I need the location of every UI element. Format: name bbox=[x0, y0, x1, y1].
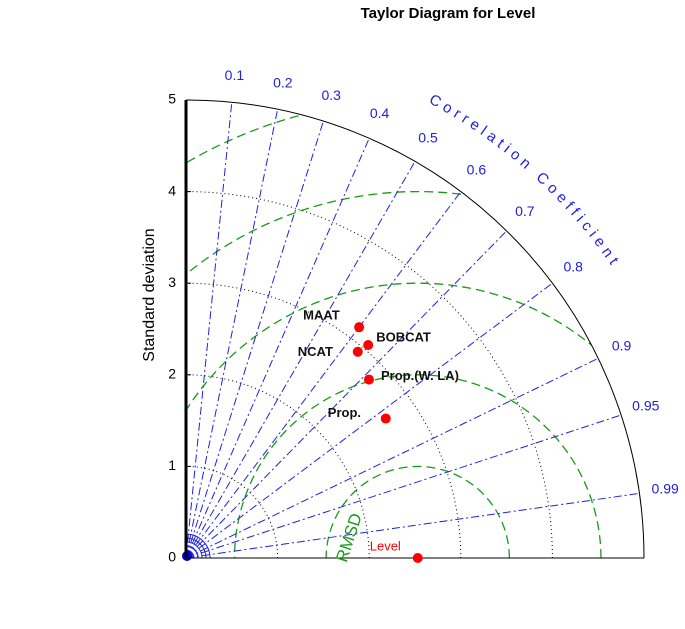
model-label: Prop.(W. LA) bbox=[381, 368, 459, 383]
y-tick-label: 1 bbox=[168, 457, 176, 473]
corr-tick-label: 0.2 bbox=[273, 74, 293, 90]
model-point bbox=[352, 346, 363, 357]
model-label: Prop. bbox=[328, 405, 361, 420]
corr-tick-label: 0.8 bbox=[563, 258, 583, 274]
corr-tick-label: 0.3 bbox=[321, 87, 341, 103]
corr-line bbox=[185, 191, 462, 559]
chart-title: Taylor Diagram for Level bbox=[361, 5, 536, 22]
corr-line bbox=[185, 120, 324, 559]
corr-tick-label: 0.6 bbox=[467, 162, 487, 178]
corr-tick-label: 0.5 bbox=[418, 130, 438, 146]
corr-line bbox=[185, 357, 599, 559]
model-point bbox=[354, 322, 365, 333]
rmsd-label: RMSD bbox=[332, 511, 366, 564]
plot: 0 1 2 3 4 5 0.1 0.2 0.3 0.4 0.5 0.6 0.7 0.8 0.9 0.95 0.9… bbox=[168, 67, 679, 565]
corr-line bbox=[185, 109, 279, 559]
model-label: BOBCAT bbox=[376, 329, 431, 344]
corr-axis-label-text: Correlation Coefficient bbox=[426, 91, 620, 271]
corr-tick-label: 0.99 bbox=[652, 480, 679, 496]
model-label: NCAT bbox=[298, 344, 333, 359]
corr-line bbox=[185, 282, 553, 559]
y-tick-label: 3 bbox=[168, 274, 176, 290]
corr-line bbox=[185, 230, 507, 559]
origin-arc bbox=[185, 533, 211, 559]
y-tick-label: 4 bbox=[168, 182, 176, 198]
outer-arc bbox=[185, 99, 645, 559]
y-axis-label: Standard deviation bbox=[141, 228, 158, 361]
corr-line bbox=[185, 161, 416, 559]
corr-line bbox=[185, 414, 622, 559]
reference-label: Level bbox=[370, 538, 401, 553]
reference-point bbox=[412, 553, 423, 563]
corr-tick-label: 0.1 bbox=[225, 67, 245, 83]
y-tick-label: 0 bbox=[168, 549, 176, 565]
corr-tick-label: 0.9 bbox=[612, 338, 632, 354]
corr-axis-label: Correlation Coefficient bbox=[426, 91, 624, 271]
rmsd-circle bbox=[186, 191, 644, 558]
corr-line bbox=[185, 138, 370, 559]
rmsd-circle bbox=[233, 374, 602, 558]
model-label: MAAT bbox=[303, 308, 340, 323]
std-circle bbox=[186, 282, 462, 558]
corr-line bbox=[185, 102, 233, 559]
rmsd-circle bbox=[325, 465, 510, 558]
model-point bbox=[363, 339, 374, 350]
corr-tick-label: 0.95 bbox=[632, 398, 659, 414]
std-circle bbox=[186, 374, 370, 558]
model-point bbox=[380, 413, 391, 424]
origin-arc bbox=[185, 537, 207, 559]
origin-arc bbox=[185, 541, 203, 559]
corr-line bbox=[185, 492, 640, 559]
corr-label-path bbox=[428, 102, 653, 340]
corr-tick-label: 0.4 bbox=[370, 105, 390, 121]
model-point bbox=[363, 374, 374, 385]
corr-tick-label: 0.7 bbox=[515, 203, 535, 219]
y-tick-label: 2 bbox=[168, 366, 176, 382]
y-tick-label: 5 bbox=[168, 91, 176, 107]
